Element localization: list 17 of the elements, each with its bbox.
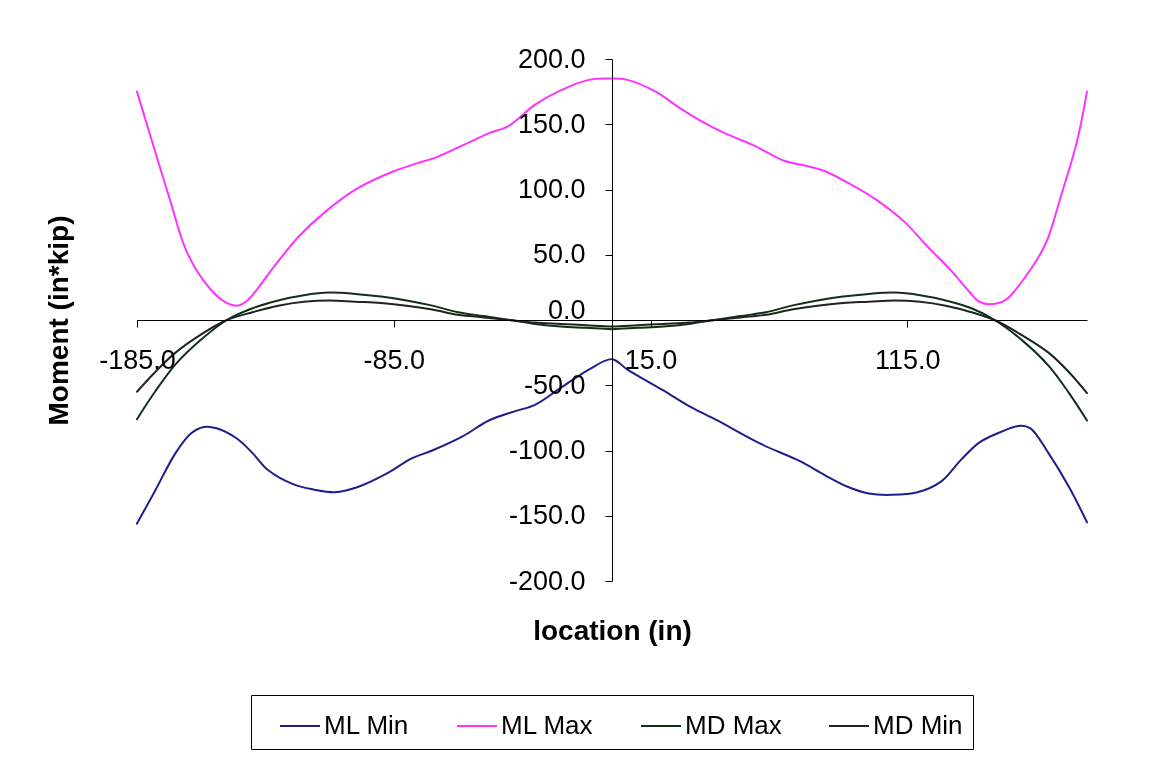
x-tick-label: 15.0 — [624, 344, 678, 375]
x-axis-title: location (in) — [533, 614, 692, 646]
y-tick-label: 50.0 — [532, 239, 586, 270]
x-tick-label: 115.0 — [874, 344, 941, 375]
legend-label: MD Max — [685, 710, 782, 740]
legend-label: ML Min — [324, 710, 409, 740]
y-axis-title: Moment (in*kip) — [42, 215, 74, 426]
y-tick-label: 0.0 — [547, 294, 586, 325]
y-tick-label: -150.0 — [508, 500, 586, 531]
y-tick-label: -100.0 — [508, 435, 586, 465]
y-tick-label: 100.0 — [517, 174, 586, 204]
y-tick-label: 150.0 — [517, 108, 586, 139]
y-tick-label: 200.0 — [517, 43, 586, 74]
y-tick-label: -200.0 — [508, 565, 586, 596]
legend-label: MD Min — [873, 710, 963, 740]
x-tick-label: -85.0 — [363, 344, 426, 375]
legend-label: ML Max — [501, 710, 593, 740]
